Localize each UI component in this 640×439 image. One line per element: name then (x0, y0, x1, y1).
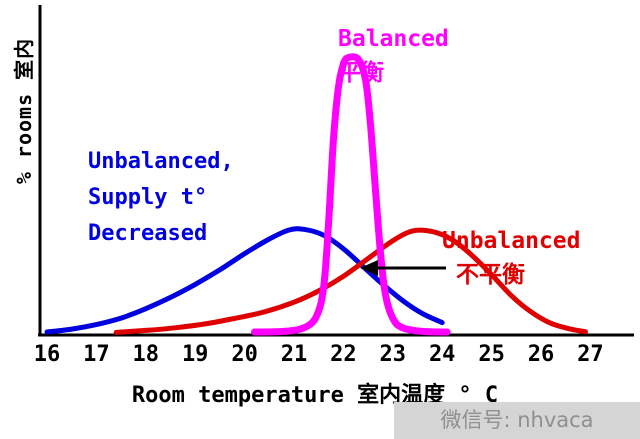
curves-group (44, 53, 588, 336)
curve-balanced (251, 53, 451, 336)
annotation-blue-line2: Supply t° (88, 185, 208, 210)
annotation-arrow (360, 260, 446, 276)
annotation-unbalanced: Unbalanced 不平衡 (442, 224, 580, 292)
annotation-red-line1: Unbalanced (442, 228, 581, 254)
curve-unbalanced (113, 227, 588, 335)
annotation-balanced: Balanced 平衡 (338, 22, 449, 90)
annotation-blue-line1: Unbalanced, (88, 149, 234, 174)
annotation-unbalanced-supply-decreased: Unbalanced, Supply t° Decreased (88, 144, 234, 252)
watermark: 微信号: nhvaca (394, 402, 640, 439)
annotation-balanced-line1: Balanced (338, 26, 449, 52)
annotation-blue-line3: Decreased (88, 221, 208, 246)
y-axis-label: % rooms 室内 (12, 37, 36, 185)
annotation-balanced-line2: 平衡 (338, 60, 384, 86)
annotation-red-line2: 不平衡 (456, 262, 525, 288)
